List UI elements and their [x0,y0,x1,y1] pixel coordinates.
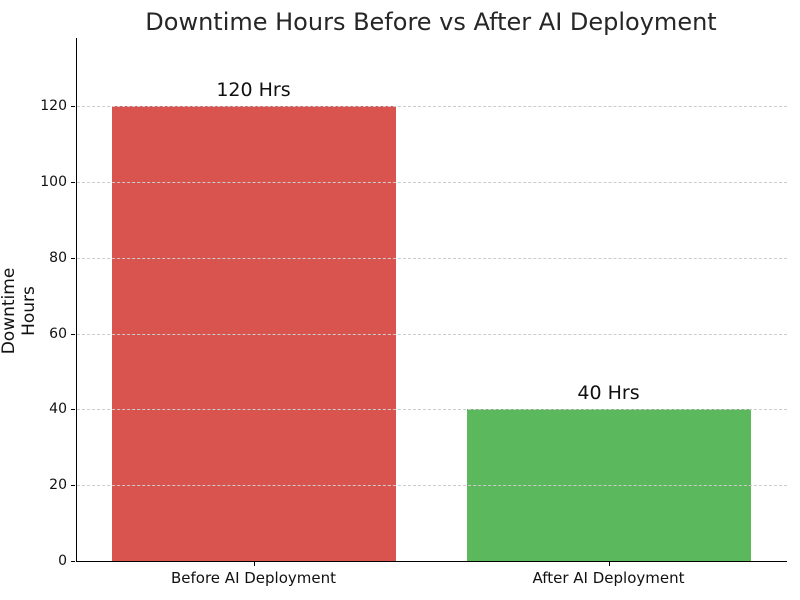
y-tick-label: 40 [49,401,67,418]
y-tick-mark [71,106,75,108]
bar-value-label: 120 Hrs [216,79,291,102]
gridline [77,333,787,335]
y-tick-label: 120 [40,98,67,115]
x-tick-mark [253,562,255,566]
y-tick-label: 80 [49,249,67,266]
y-tick-mark [71,182,75,183]
y-tick-label: 60 [49,325,67,342]
bar-value-label: 40 Hrs [577,382,640,405]
plot-area [76,38,787,562]
x-tick-mark [608,562,610,566]
y-tick-mark [71,257,75,259]
gridline [77,182,787,183]
y-tick-mark [71,561,75,562]
y-tick-label: 20 [49,477,67,494]
y-tick-mark [71,485,75,487]
y-tick-label: 100 [40,174,67,190]
gridline [77,409,787,411]
x-tick-label: Before AI Deployment [170,569,337,587]
y-tick-mark [71,409,75,411]
x-tick-label: After AI Deployment [532,569,685,587]
gridline [77,485,787,487]
y-tick-mark [71,333,75,335]
chart-title: Downtime Hours Before vs After AI Deploy… [145,8,717,36]
gridline [77,106,787,108]
y-tick-label: 0 [58,553,67,569]
gridline [77,257,787,259]
